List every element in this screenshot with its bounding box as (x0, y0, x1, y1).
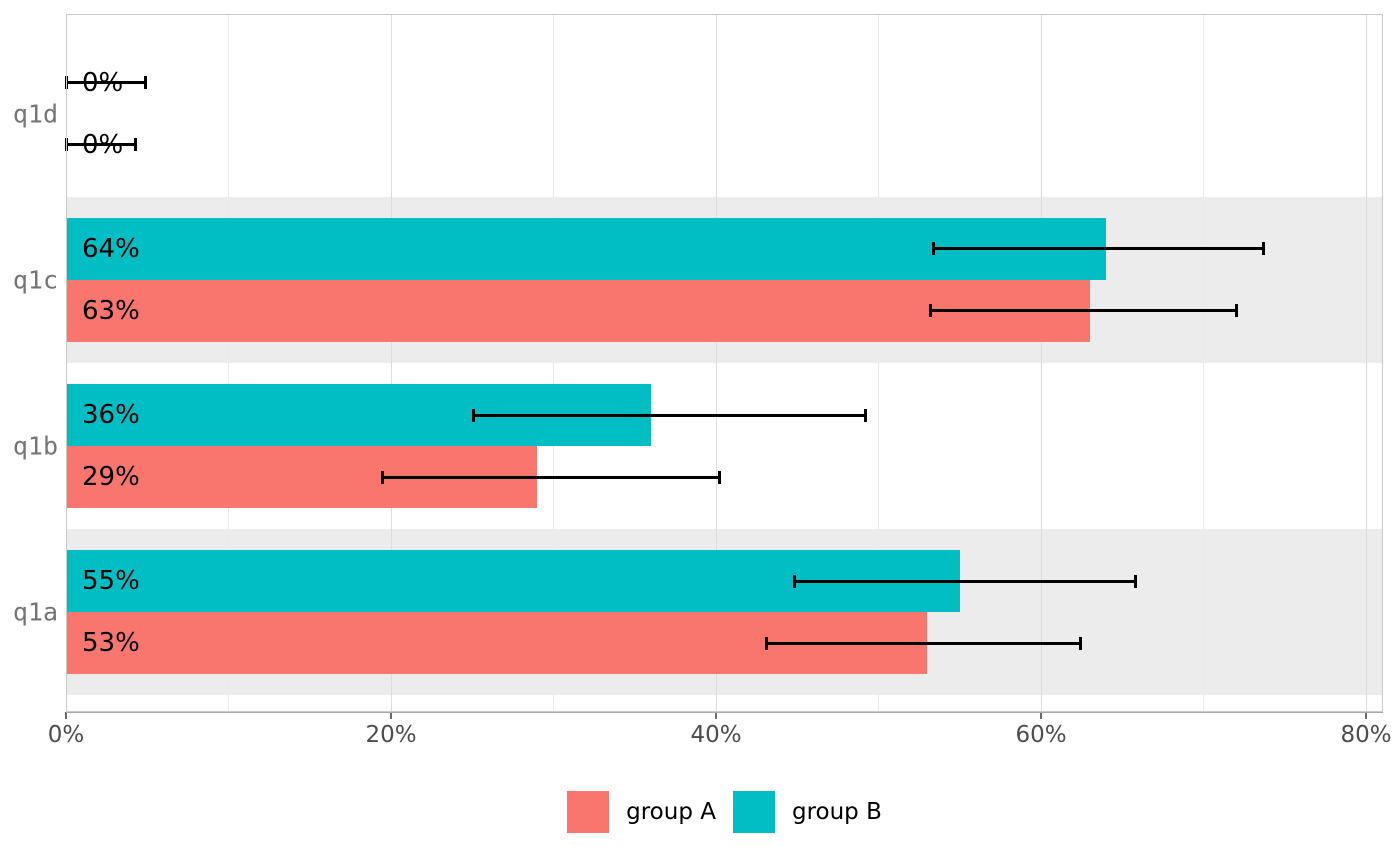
error-bar-q1d-group-b (66, 81, 146, 85)
bar-value-label-q1a-group-b: 55% (82, 566, 140, 597)
error-bar-cap-low-q1d-group-b (64, 76, 68, 90)
error-bar-cap-low-q1b-group-a (381, 470, 385, 484)
bar-q1c-group-a (66, 279, 1090, 342)
error-bar-cap-low-q1c-group-b (932, 242, 936, 256)
x-tick-label: 60% (1015, 722, 1067, 748)
bar-value-label-q1c-group-b: 64% (82, 233, 140, 264)
bar-value-label-q1b-group-a: 29% (82, 462, 140, 493)
x-axis-line (66, 711, 1383, 713)
error-bar-cap-low-q1d-group-a (64, 138, 68, 152)
error-bar-cap-high-q1d-group-b (144, 76, 148, 90)
bar-value-label-q1c-group-a: 63% (82, 295, 140, 326)
gridline-major (1365, 14, 1367, 712)
x-tick (1365, 712, 1367, 719)
error-bar-q1c-group-b (933, 247, 1264, 251)
error-bar-q1a-group-a (766, 641, 1080, 645)
error-bar-q1c-group-a (930, 309, 1236, 313)
x-tick-label: 40% (690, 722, 742, 748)
error-bar-q1b-group-a (382, 475, 720, 479)
error-bar-cap-high-q1c-group-a (1234, 304, 1238, 318)
legend-swatch-group-b (732, 791, 775, 833)
plot-panel: 0% 64% 36% 55% 0% 63% 29% 53% (64, 14, 1383, 712)
error-bar-q1d-group-a (66, 143, 136, 147)
error-bar-cap-high-q1b-group-a (717, 470, 721, 484)
x-tick (1040, 712, 1042, 719)
gridline-major (1040, 14, 1042, 712)
gridline-minor (553, 14, 554, 712)
legend-item-group-a: group A (567, 791, 716, 833)
y-tick-label-q1d: q1d (12, 98, 58, 128)
error-bar-cap-high-q1c-group-b (1262, 242, 1266, 256)
error-bar-cap-low-q1b-group-b (472, 408, 476, 422)
error-bar-cap-low-q1a-group-a (764, 636, 768, 650)
x-tick (390, 712, 392, 719)
legend-item-group-b: group B (732, 791, 882, 833)
x-tick (715, 712, 717, 719)
x-tick-label: 80% (1340, 722, 1392, 748)
error-bar-q1b-group-b (473, 413, 866, 417)
gridline-major (390, 14, 392, 712)
y-tick-label-q1b: q1b (12, 431, 58, 461)
error-bar-cap-high-q1b-group-b (864, 408, 867, 422)
bar-value-label-q1b-group-b: 36% (82, 400, 140, 431)
gridline-minor (878, 14, 879, 712)
y-tick-label-q1a: q1a (12, 597, 58, 627)
bar-value-label-q1a-group-a: 53% (82, 628, 140, 659)
error-bar-cap-low-q1c-group-a (929, 304, 932, 318)
legend: group A group B (66, 791, 1383, 833)
gridline-minor (1203, 14, 1204, 712)
x-tick-label: 0% (47, 722, 85, 748)
legend-label-group-a: group A (626, 798, 716, 825)
x-tick-label: 20% (365, 722, 417, 748)
y-tick-label-q1c: q1c (12, 265, 58, 295)
error-bar-cap-high-q1d-group-a (134, 138, 138, 152)
error-bar-cap-high-q1a-group-a (1078, 636, 1082, 650)
x-tick (65, 712, 67, 719)
error-bar-cap-low-q1a-group-b (792, 574, 796, 588)
gridline-minor (228, 14, 229, 712)
gridline-major (715, 14, 717, 712)
legend-label-group-b: group B (791, 798, 882, 825)
legend-swatch-group-a (567, 791, 610, 833)
error-bar-q1a-group-b (794, 579, 1136, 583)
error-bar-cap-high-q1a-group-b (1133, 574, 1137, 588)
